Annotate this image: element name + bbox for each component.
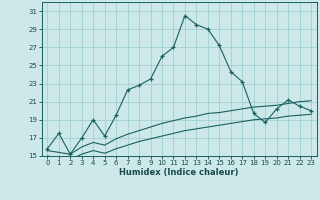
X-axis label: Humidex (Indice chaleur): Humidex (Indice chaleur) [119,168,239,177]
